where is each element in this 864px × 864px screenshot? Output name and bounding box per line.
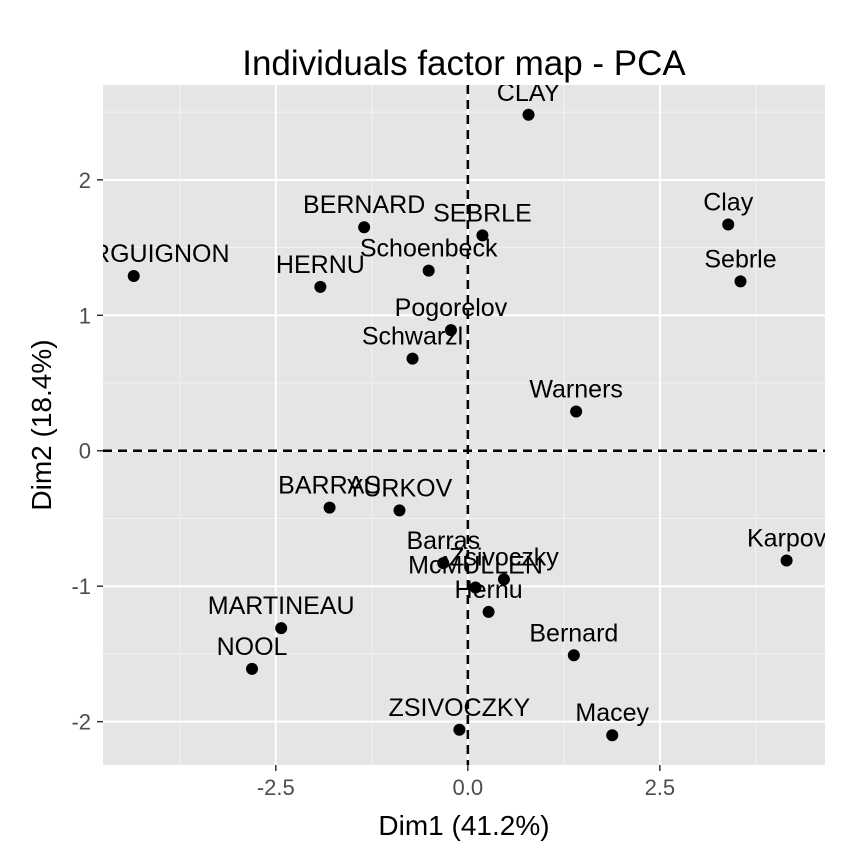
data-point [422, 264, 435, 277]
point-label: BARRAS [278, 472, 381, 500]
grid-minor [103, 85, 825, 765]
data-point [570, 405, 583, 418]
point-label: Clay [703, 189, 754, 217]
x-axis-title: Dim1 (41.2%) [378, 810, 549, 841]
chart-title: Individuals factor map - PCA [242, 44, 686, 83]
point-label: Hernu [455, 576, 523, 604]
point-label: HERNU [276, 251, 365, 279]
plot-panel [103, 85, 825, 765]
data-point [323, 501, 336, 514]
point-label: MARTINEAU [208, 592, 355, 620]
point-label: NOOL [217, 633, 288, 661]
y-tick-label: 1 [79, 303, 91, 328]
data-point [406, 352, 419, 365]
data-point [469, 581, 482, 594]
axis-ticks: -2.5 0.0 2.5 -2 -1 0 1 2 [71, 168, 675, 800]
data-marks: CLAY BERNARD SEBRLE Schoenbeck BOURGUIGNON HE… [38, 79, 827, 742]
y-tick-label: -1 [71, 574, 91, 599]
data-point [522, 108, 535, 121]
data-point [453, 723, 466, 736]
data-point [314, 280, 327, 293]
point-label: Zsivoczky [449, 543, 559, 571]
point-label: Schwarzl [362, 323, 463, 351]
data-point [127, 269, 140, 282]
reference-lines [103, 85, 825, 765]
point-label: Warners [529, 375, 623, 403]
point-label: Sebrle [704, 245, 776, 273]
y-tick-label: 2 [79, 168, 91, 193]
point-label: Bernard [529, 619, 618, 647]
data-point [393, 504, 406, 517]
data-point [358, 221, 371, 234]
point-label: SEBRLE [433, 199, 532, 227]
y-tick-label: -2 [71, 710, 91, 735]
data-point [275, 622, 288, 635]
point-label: Karpov [747, 524, 827, 552]
point-label: Schoenbeck [360, 235, 498, 263]
data-point [606, 729, 619, 742]
data-point [444, 324, 457, 337]
data-point [722, 218, 735, 231]
x-tick-label: -2.5 [257, 775, 295, 800]
data-point [476, 229, 489, 242]
point-label: Barras [406, 527, 480, 555]
data-point [437, 557, 450, 570]
point-label: BOURGUIGNON [38, 240, 230, 268]
data-point [482, 605, 495, 618]
data-point [246, 662, 259, 675]
y-tick-label: 0 [79, 439, 91, 464]
data-point [780, 554, 793, 567]
point-label: ZSIVOCZKY [389, 694, 531, 722]
x-tick-label: 0.0 [453, 775, 484, 800]
point-label: BERNARD [303, 191, 425, 219]
data-point [567, 649, 580, 662]
y-axis-title: Dim2 (18.4%) [26, 339, 57, 510]
point-label: Pogorelov [395, 294, 508, 322]
point-label: YURKOV [347, 474, 453, 502]
point-label: Macey [575, 699, 649, 727]
x-tick-label: 2.5 [645, 775, 676, 800]
data-point [497, 573, 510, 586]
point-label: CLAY [497, 79, 561, 107]
data-point [734, 275, 747, 288]
point-label: McMULLEN [408, 552, 543, 580]
